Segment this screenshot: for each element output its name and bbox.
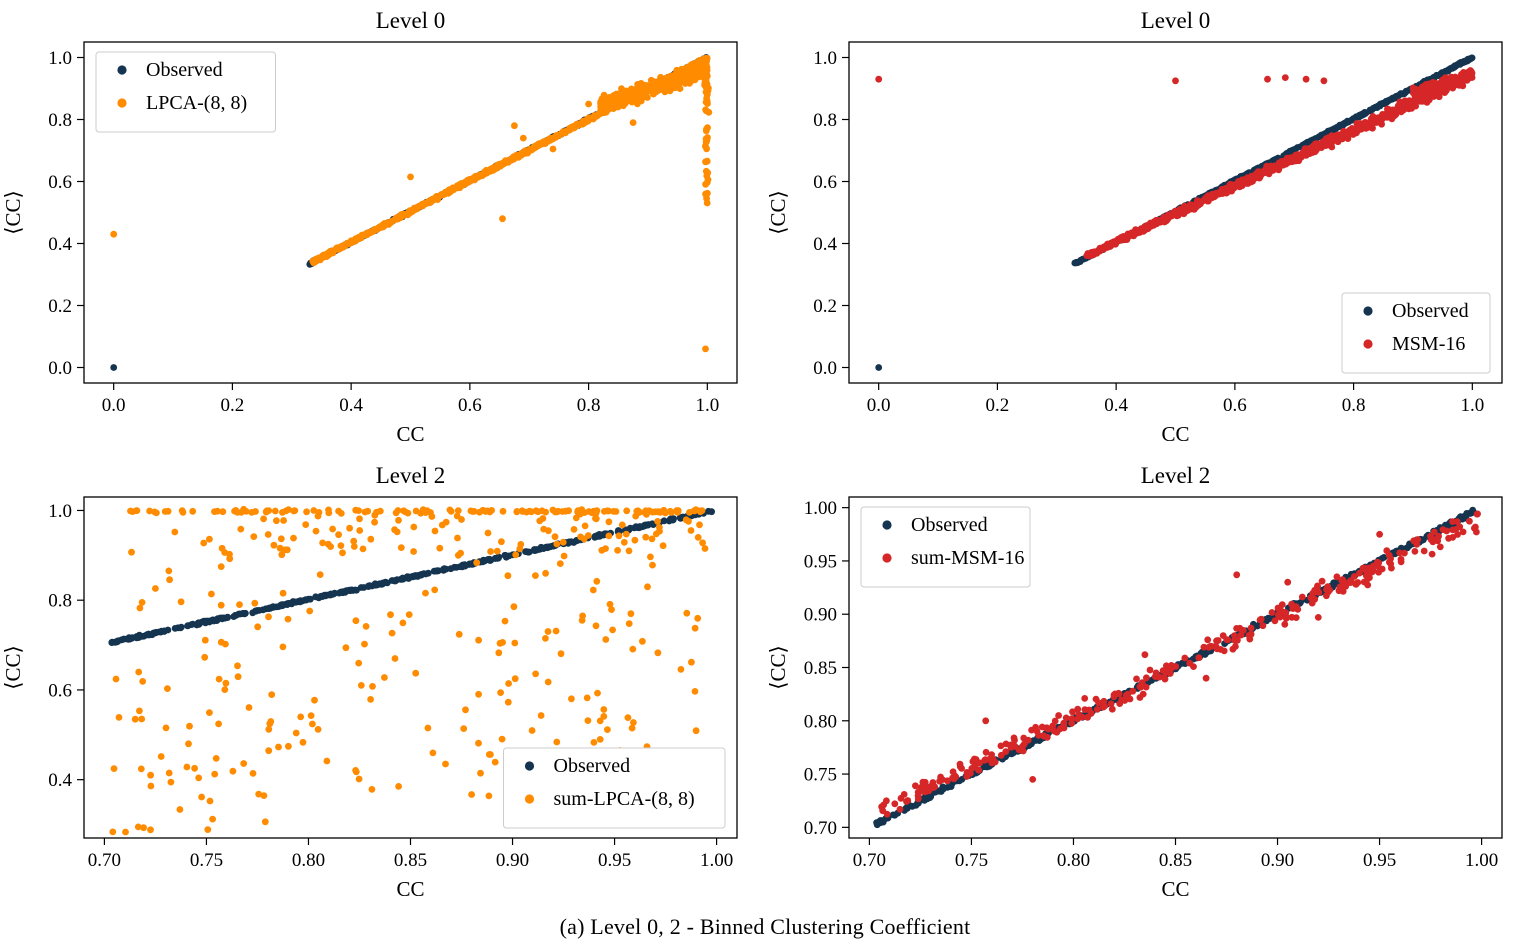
- svg-text:0.95: 0.95: [1363, 850, 1396, 871]
- svg-text:0.90: 0.90: [804, 605, 837, 626]
- svg-text:0.2: 0.2: [813, 296, 837, 317]
- chart-level0-msm: 0.0 0.2 0.4 0.6 0.8 1.0 0.0 0.2 0.4 0.6 0.8 1.0 Leve…: [766, 8, 1503, 446]
- subplot-level0-msm: 0.0 0.2 0.4 0.6 0.8 1.0 0.0 0.2 0.4 0.6 0.8 1.0 Leve…: [765, 0, 1530, 455]
- svg-text:⟨CC⟩: ⟨CC⟩: [766, 645, 790, 689]
- subplot-level2-sum-msm: 0.70 0.75 0.80 0.85 0.90 0.95 1.00 0.70 0.75 0.80…: [765, 455, 1530, 910]
- svg-text:sum-MSM-16: sum-MSM-16: [911, 547, 1024, 569]
- svg-text:0.2: 0.2: [986, 395, 1010, 416]
- svg-text:0.70: 0.70: [804, 818, 837, 839]
- svg-text:1.00: 1.00: [804, 498, 837, 519]
- svg-text:0.0: 0.0: [813, 358, 837, 379]
- svg-text:0.80: 0.80: [804, 711, 837, 732]
- svg-text:0.75: 0.75: [190, 850, 223, 871]
- svg-text:CC: CC: [1161, 422, 1189, 446]
- svg-text:1.00: 1.00: [1465, 850, 1498, 871]
- svg-text:1.0: 1.0: [48, 48, 72, 69]
- chart-level2-sum-msm: 0.70 0.75 0.80 0.85 0.90 0.95 1.00 0.70 0.75 0.80…: [766, 463, 1503, 901]
- svg-text:1.00: 1.00: [700, 850, 733, 871]
- svg-text:1.0: 1.0: [1460, 395, 1484, 416]
- svg-text:0.70: 0.70: [88, 850, 121, 871]
- svg-text:Level 2: Level 2: [376, 463, 446, 488]
- svg-text:0.6: 0.6: [813, 172, 837, 193]
- subplot-level0-lpca: 0.0 0.2 0.4 0.6 0.8 1.0 0.0 0.2 0.4 0.6 0.8 1.0 Leve…: [0, 0, 765, 455]
- svg-text:Observed: Observed: [554, 755, 631, 777]
- svg-text:0.8: 0.8: [813, 110, 837, 131]
- svg-text:CC: CC: [396, 877, 424, 901]
- svg-text:Observed: Observed: [1392, 300, 1469, 322]
- svg-text:0.4: 0.4: [339, 395, 363, 416]
- svg-text:0.90: 0.90: [1261, 850, 1294, 871]
- svg-text:0.2: 0.2: [221, 395, 245, 416]
- svg-text:Observed: Observed: [146, 59, 223, 81]
- svg-text:0.95: 0.95: [598, 850, 631, 871]
- svg-text:Level 0: Level 0: [1141, 8, 1211, 33]
- svg-text:⟨CC⟩: ⟨CC⟩: [1, 645, 25, 689]
- svg-text:1.0: 1.0: [695, 395, 719, 416]
- svg-text:0.8: 0.8: [1342, 395, 1366, 416]
- svg-text:MSM-16: MSM-16: [1392, 333, 1465, 355]
- svg-text:0.4: 0.4: [48, 770, 72, 791]
- svg-text:1.0: 1.0: [48, 501, 72, 522]
- svg-text:0.75: 0.75: [955, 850, 988, 871]
- svg-text:sum-LPCA-(8, 8): sum-LPCA-(8, 8): [554, 788, 695, 810]
- svg-text:0.80: 0.80: [1057, 850, 1090, 871]
- svg-text:0.95: 0.95: [804, 551, 837, 572]
- figure-caption: (a) Level 0, 2 - Binned Clustering Coeff…: [559, 914, 971, 939]
- svg-text:0.6: 0.6: [48, 680, 72, 701]
- svg-text:Level 2: Level 2: [1141, 463, 1211, 488]
- svg-text:0.0: 0.0: [102, 395, 126, 416]
- svg-text:0.8: 0.8: [577, 395, 601, 416]
- svg-text:CC: CC: [1161, 877, 1189, 901]
- svg-text:0.0: 0.0: [867, 395, 891, 416]
- svg-text:⟨CC⟩: ⟨CC⟩: [766, 190, 790, 234]
- svg-text:Observed: Observed: [911, 514, 988, 536]
- svg-text:0.8: 0.8: [48, 110, 72, 131]
- svg-text:0.4: 0.4: [813, 234, 837, 255]
- svg-text:⟨CC⟩: ⟨CC⟩: [1, 190, 25, 234]
- svg-text:0.2: 0.2: [48, 296, 72, 317]
- svg-text:CC: CC: [396, 422, 424, 446]
- chart-level2-sum-lpca: 0.70 0.75 0.80 0.85 0.90 0.95 1.00 0.4 0.6 0.8 1.0…: [1, 463, 738, 901]
- svg-text:0.85: 0.85: [394, 850, 427, 871]
- svg-text:LPCA-(8, 8): LPCA-(8, 8): [146, 92, 247, 114]
- svg-text:0.75: 0.75: [804, 765, 837, 786]
- chart-level0-lpca: 0.0 0.2 0.4 0.6 0.8 1.0 0.0 0.2 0.4 0.6 0.8 1.0 Leve…: [1, 8, 738, 446]
- svg-text:0.85: 0.85: [804, 658, 837, 679]
- svg-text:0.70: 0.70: [853, 850, 886, 871]
- subplot-grid: 0.0 0.2 0.4 0.6 0.8 1.0 0.0 0.2 0.4 0.6 0.8 1.0 Leve…: [0, 0, 1530, 910]
- svg-text:1.0: 1.0: [813, 48, 837, 69]
- svg-text:0.4: 0.4: [48, 234, 72, 255]
- subplot-level2-sum-lpca: 0.70 0.75 0.80 0.85 0.90 0.95 1.00 0.4 0.6 0.8 1.0…: [0, 455, 765, 910]
- svg-text:0.85: 0.85: [1159, 850, 1192, 871]
- svg-text:0.90: 0.90: [496, 850, 529, 871]
- svg-text:0.80: 0.80: [292, 850, 325, 871]
- svg-text:0.6: 0.6: [1223, 395, 1247, 416]
- svg-text:0.6: 0.6: [48, 172, 72, 193]
- svg-text:0.0: 0.0: [48, 358, 72, 379]
- svg-text:Level 0: Level 0: [376, 8, 446, 33]
- svg-text:0.4: 0.4: [1104, 395, 1128, 416]
- svg-text:0.8: 0.8: [48, 591, 72, 612]
- svg-text:0.6: 0.6: [458, 395, 482, 416]
